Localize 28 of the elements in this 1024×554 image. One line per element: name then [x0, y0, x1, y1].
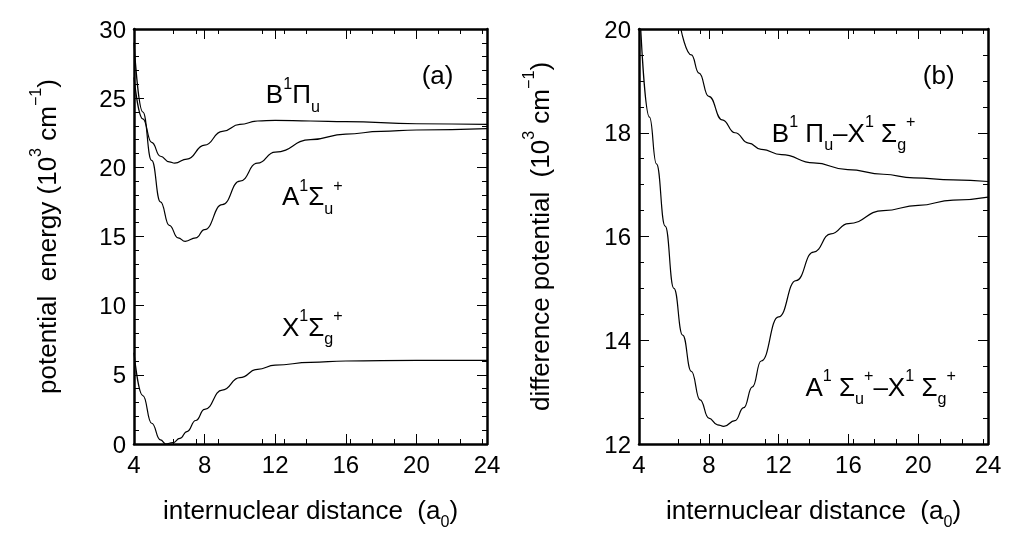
y-tick-label: 20 — [604, 15, 631, 43]
y-tick-label: 15 — [99, 223, 126, 250]
annotation: (a) — [421, 59, 454, 90]
y-tick-label: 30 — [99, 15, 126, 43]
y-tick-label: 18 — [604, 119, 631, 147]
x-tick-label: 20 — [904, 450, 932, 478]
x-tick-label: 24 — [473, 450, 501, 478]
x-tick-label: 16 — [332, 450, 360, 478]
x-tick-label: 12 — [765, 450, 792, 478]
x-tick-label: 8 — [702, 450, 716, 478]
y-tick-label: 0 — [112, 430, 126, 458]
y-tick-label: 25 — [99, 84, 126, 112]
y-tick-label: 16 — [604, 223, 631, 250]
y-tick-label: 10 — [99, 292, 126, 320]
x-tick-label: 4 — [127, 450, 141, 478]
y-tick-label: 5 — [112, 361, 126, 389]
x-tick-label: 24 — [974, 450, 1002, 478]
y-tick-label: 20 — [99, 153, 126, 181]
x-tick-label: 16 — [835, 450, 862, 478]
y-axis-title: potential energy (103 cm−1) — [26, 79, 62, 394]
x-tick-label: 12 — [261, 450, 289, 478]
x-tick-label: 4 — [632, 450, 646, 478]
x-tick-label: 20 — [403, 450, 430, 478]
x-tick-label: 8 — [197, 450, 212, 478]
annotation: (b) — [922, 59, 955, 90]
y-tick-label: 14 — [604, 326, 631, 354]
y-axis-title: difference potential (103 cm−1) — [519, 61, 555, 412]
y-tick-label: 12 — [604, 430, 631, 458]
